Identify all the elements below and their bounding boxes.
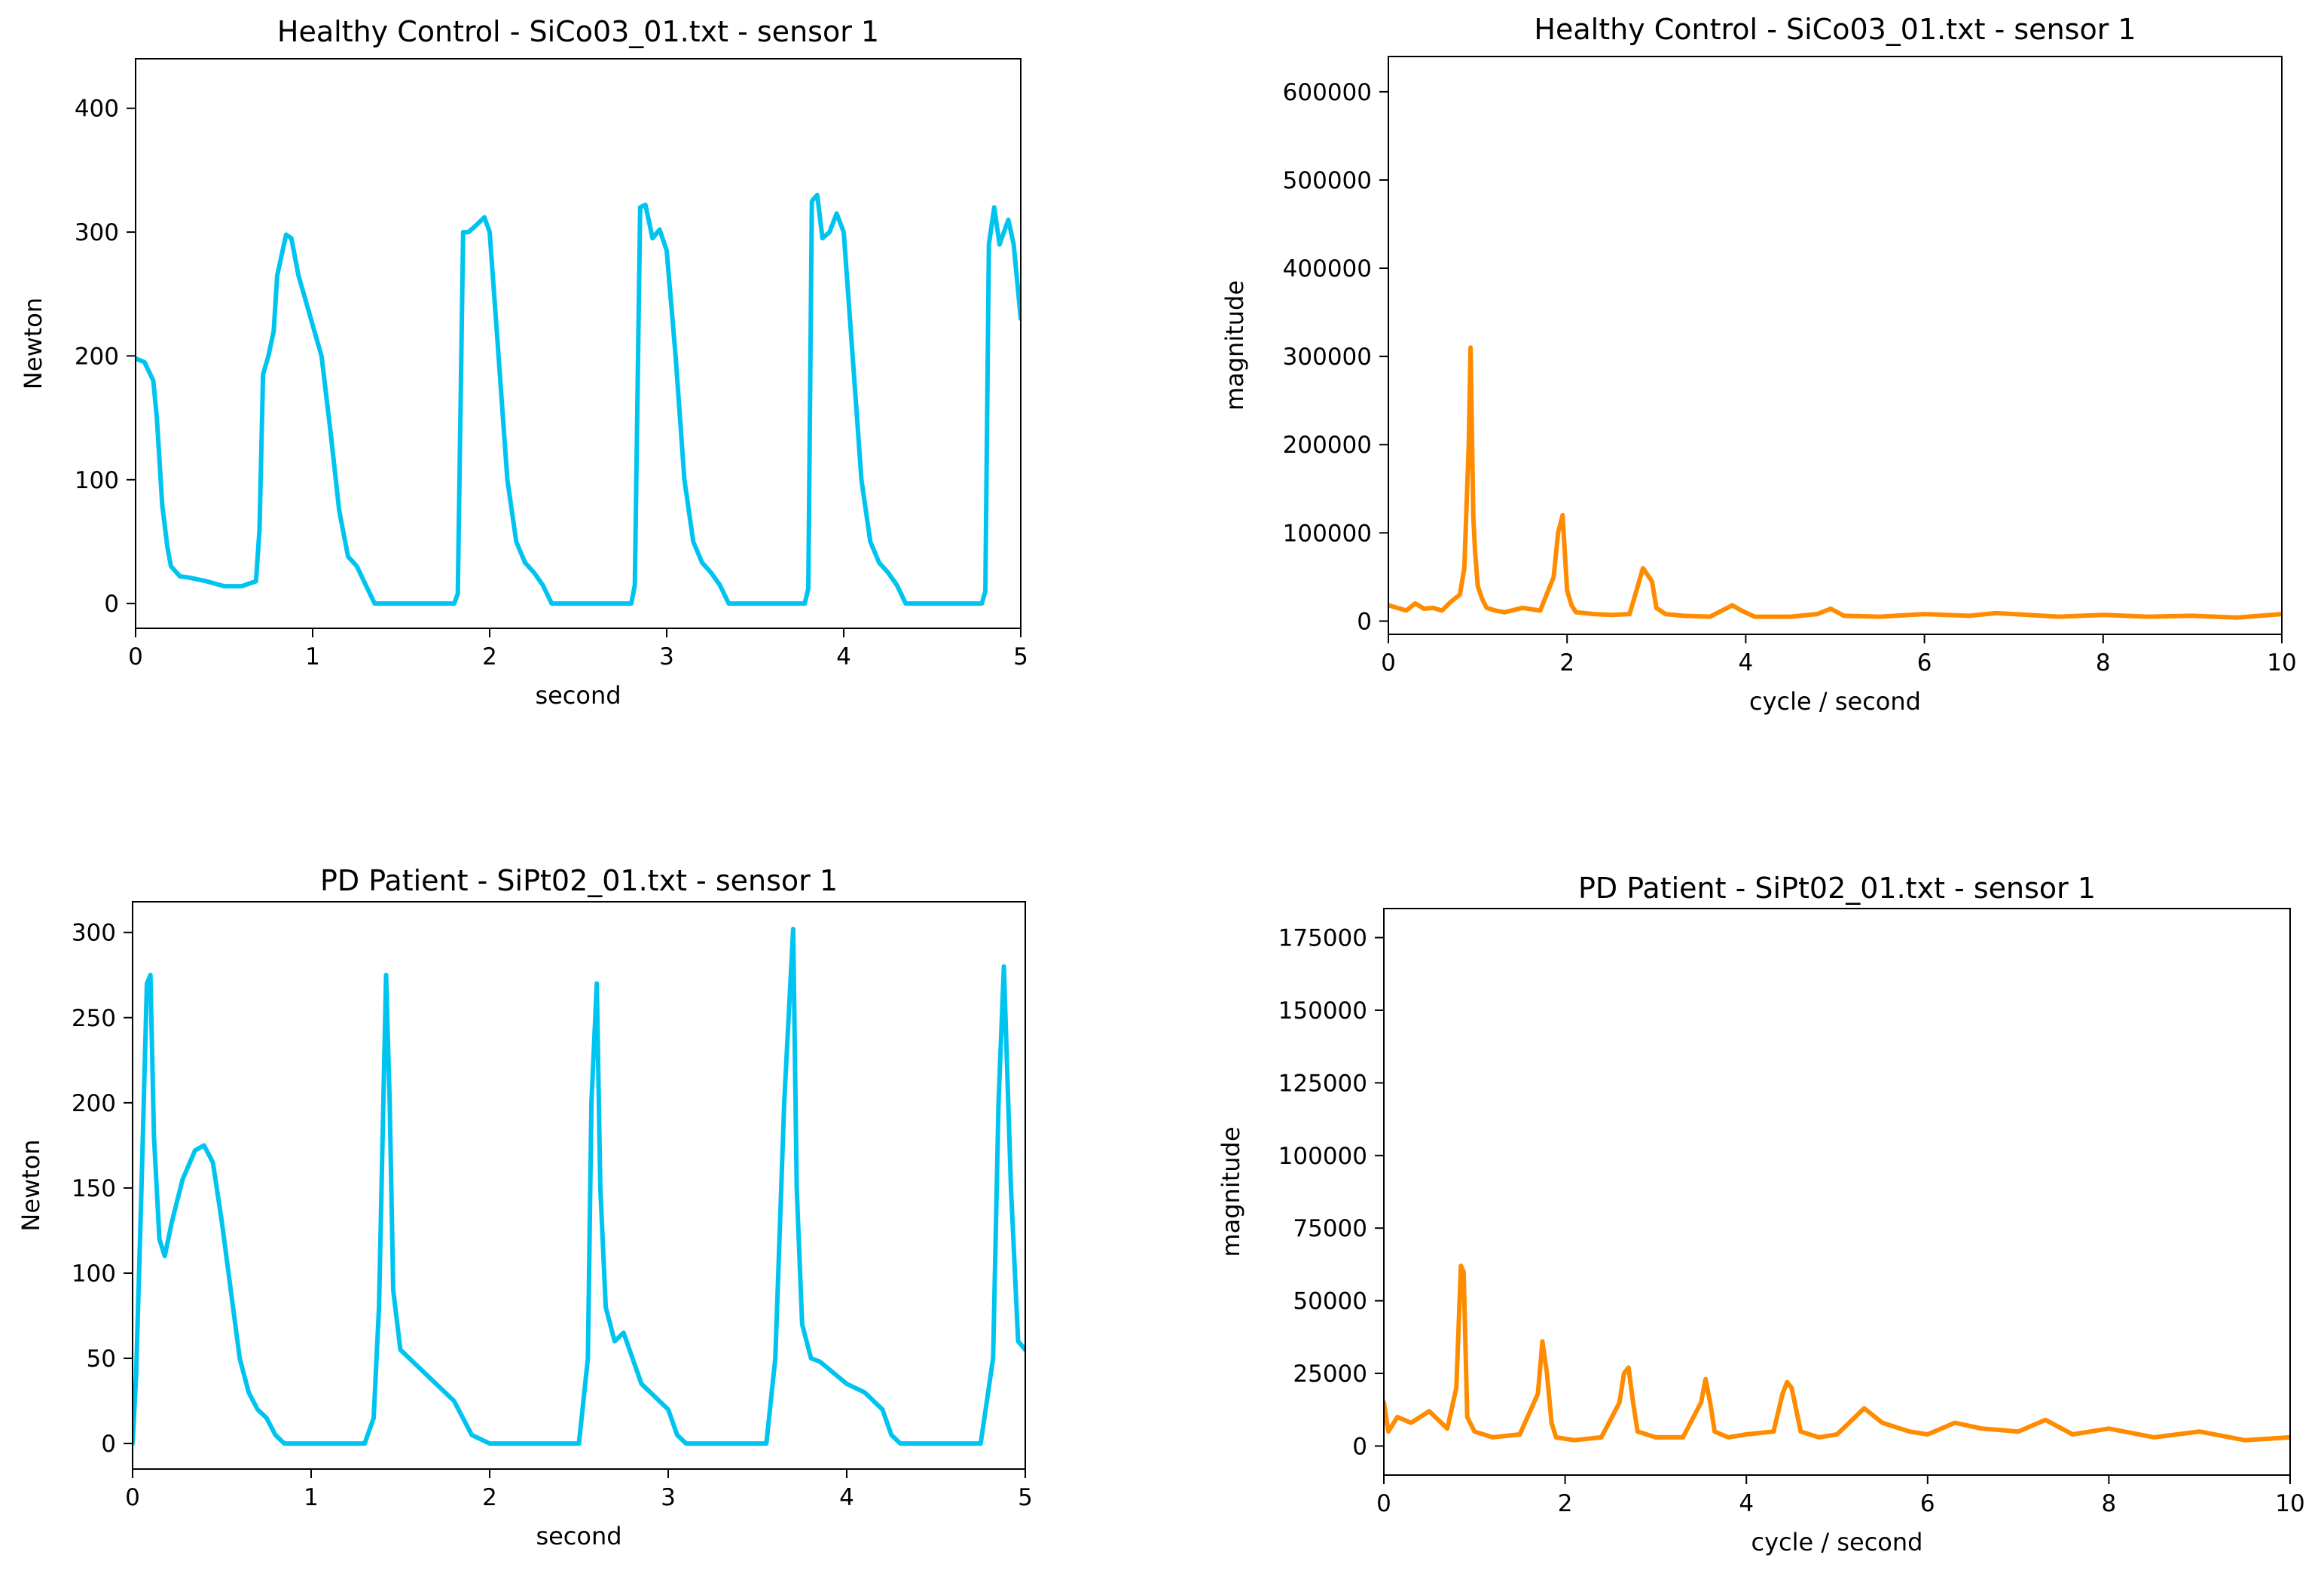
x-tick-label: 8: [2096, 649, 2111, 677]
y-tick-label: 25000: [1293, 1361, 1367, 1388]
x-tick-label: 1: [305, 643, 320, 670]
series-line-hc-time-0: [136, 192, 1021, 606]
y-axis-label: magnitude: [1220, 280, 1249, 411]
chart-panel-hc-time: 0 1 2 3 4 5 0 100 200 300 400 Healthy Control - SiC…: [19, 15, 1028, 710]
x-axis-label: second: [535, 681, 621, 710]
y-tick-label: 0: [1352, 1433, 1367, 1460]
y-tick-label: 300: [72, 920, 116, 947]
chart-title: PD Patient - SiPt02_01.txt - sensor 1: [320, 864, 838, 897]
x-axis-label: second: [536, 1522, 621, 1550]
x-tick-label: 4: [1739, 649, 1754, 677]
series-line-pd-fft-0: [1384, 1263, 2290, 1443]
x-tick-label: 4: [836, 643, 851, 670]
y-tick-label: 100: [72, 1260, 116, 1287]
y-tick-label: 100: [75, 467, 119, 494]
y-tick-label: 0: [101, 1431, 116, 1458]
y-tick-label: 50: [87, 1345, 116, 1373]
chart-panel-hc-fft: 0 2 4 6 8 10 0 100000 200000 300000 400000 500000 60…: [1220, 13, 2297, 716]
y-tick-label: 500000: [1283, 167, 1372, 194]
y-tick-label: 50000: [1293, 1288, 1367, 1315]
y-tick-label: 150000: [1278, 997, 1367, 1025]
x-axis-label: cycle / second: [1749, 687, 1921, 716]
y-tick-label: 175000: [1278, 925, 1367, 952]
x-tick-label: 4: [839, 1484, 854, 1511]
x-tick-label: 0: [128, 643, 143, 670]
x-tick-label: 0: [125, 1484, 140, 1511]
x-tick-label: 2: [1558, 1490, 1573, 1517]
x-axis-label: cycle / second: [1751, 1528, 1923, 1556]
x-tick-label: 0: [1376, 1490, 1391, 1517]
plot-frame: [1383, 908, 2291, 1476]
series-line-pd-time-0: [133, 927, 1025, 1446]
x-tick-label: 10: [2267, 649, 2296, 677]
x-tick-label: 6: [1917, 649, 1932, 677]
y-tick-label: 100000: [1278, 1143, 1367, 1170]
y-axis-label: Newton: [17, 1139, 45, 1231]
y-tick-label: 300000: [1283, 344, 1372, 371]
x-tick-label: 3: [659, 643, 674, 670]
x-tick-label: 8: [2102, 1490, 2117, 1517]
y-tick-label: 400: [75, 96, 119, 123]
y-tick-label: 200: [75, 343, 119, 370]
y-tick-label: 75000: [1293, 1215, 1367, 1242]
x-tick-label: 4: [1739, 1490, 1754, 1517]
y-axis-label: magnitude: [1217, 1126, 1245, 1257]
y-tick-label: 200: [72, 1090, 116, 1117]
y-tick-label: 100000: [1283, 520, 1372, 547]
series-line-hc-fft-0: [1388, 345, 2282, 620]
y-tick-label: 600000: [1283, 79, 1372, 106]
x-tick-label: 3: [661, 1484, 676, 1511]
y-tick-label: 0: [104, 591, 119, 618]
plot-frame: [135, 58, 1022, 629]
chart-title: Healthy Control - SiCo03_01.txt - sensor…: [1534, 13, 2136, 46]
y-tick-label: 0: [1357, 608, 1372, 635]
x-tick-label: 5: [1018, 1484, 1033, 1511]
x-tick-label: 2: [1559, 649, 1574, 677]
x-tick-label: 0: [1381, 649, 1396, 677]
plot-frame: [132, 901, 1026, 1470]
plot-frame: [1388, 56, 2283, 635]
y-tick-label: 300: [75, 219, 119, 246]
y-tick-label: 150: [72, 1175, 116, 1202]
x-tick-label: 1: [304, 1484, 319, 1511]
y-tick-label: 200000: [1283, 432, 1372, 459]
chart-panel-pd-fft: 0 2 4 6 8 10 0 25000 50000 75000 100000 125000 15000…: [1217, 872, 2305, 1556]
x-tick-label: 10: [2275, 1490, 2304, 1517]
y-tick-label: 250: [72, 1005, 116, 1032]
x-tick-label: 6: [1920, 1490, 1935, 1517]
chart-title: PD Patient - SiPt02_01.txt - sensor 1: [1578, 872, 2096, 905]
y-tick-label: 125000: [1278, 1070, 1367, 1097]
x-tick-label: 5: [1013, 643, 1028, 670]
y-tick-label: 400000: [1283, 255, 1372, 283]
y-axis-label: Newton: [19, 298, 47, 389]
chart-title: Healthy Control - SiCo03_01.txt - sensor…: [277, 15, 879, 48]
x-tick-label: 2: [482, 1484, 497, 1511]
x-tick-label: 2: [482, 643, 497, 670]
